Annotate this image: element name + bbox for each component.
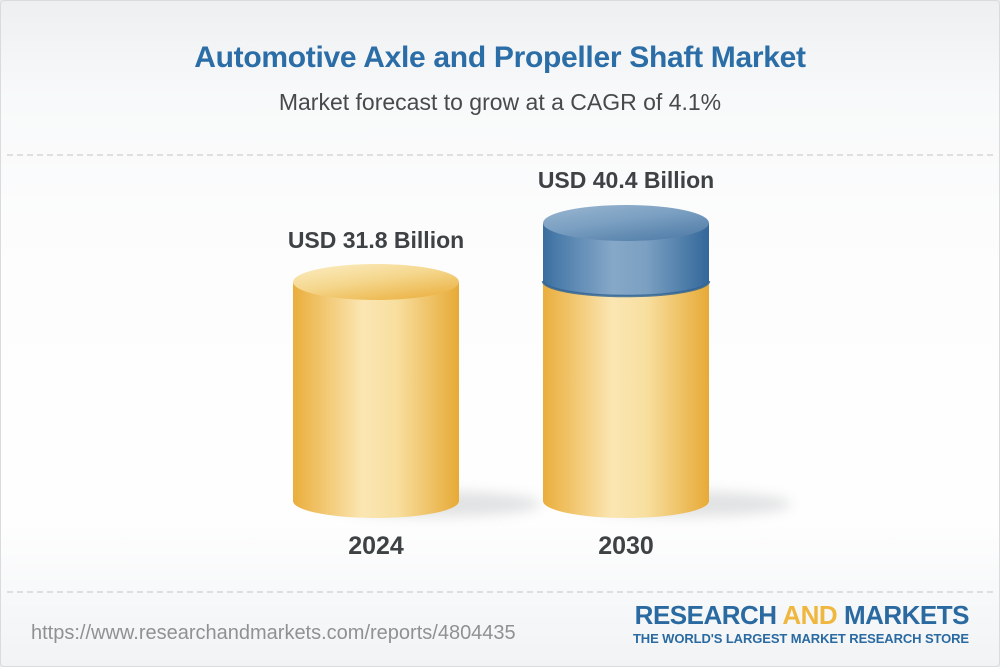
section-divider-top <box>7 154 993 156</box>
logo-word-markets: MARKETS <box>843 600 970 630</box>
bar-2024-value-label: USD 31.8 Billion <box>287 227 465 253</box>
bar-2024-category-label: 2024 <box>348 532 404 560</box>
logo-word-and: AND <box>782 600 838 630</box>
bar-2030-cylinder <box>541 205 711 518</box>
page-title: Automotive Axle and Propeller Shaft Mark… <box>194 41 806 74</box>
bar-2030-value-label: USD 40.4 Billion <box>537 167 715 193</box>
bar-2024-body <box>293 282 459 518</box>
bar-2024-top-face <box>293 264 459 300</box>
bar-2030-yellow-body <box>543 281 709 518</box>
logo-wordmark: RESEARCH AND MARKETS <box>633 600 970 630</box>
research-and-markets-logo: RESEARCH AND MARKETS THE WORLD'S LARGEST… <box>632 600 970 647</box>
bar-2030-blue-segment <box>543 223 709 296</box>
bar-2024-cylinder <box>293 264 459 518</box>
logo-word-research: RESEARCH <box>634 600 777 630</box>
bar-2030-blue-rim <box>541 280 711 298</box>
page-subtitle: Market forecast to grow at a CAGR of 4.1… <box>278 89 722 115</box>
report-url[interactable]: https://www.researchandmarkets.com/repor… <box>31 622 516 644</box>
bar-2030-category-label: 2030 <box>598 532 654 560</box>
bar-2030-top-face <box>543 205 709 241</box>
section-divider-bottom <box>7 591 993 593</box>
logo-tagline: THE WORLD'S LARGEST MARKET RESEARCH STOR… <box>632 631 969 647</box>
